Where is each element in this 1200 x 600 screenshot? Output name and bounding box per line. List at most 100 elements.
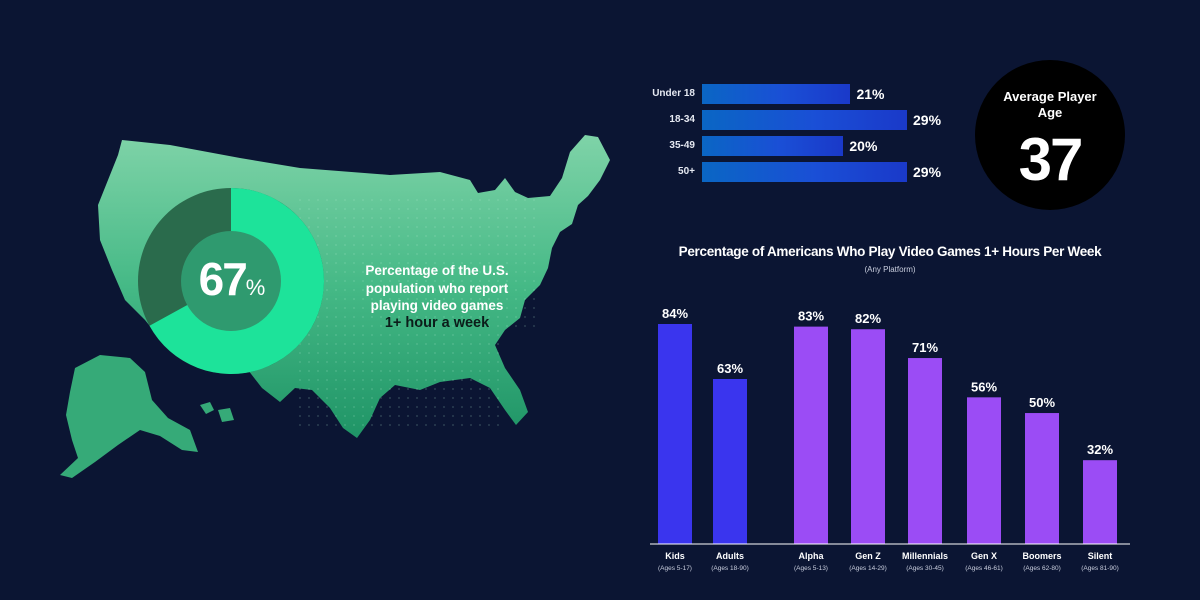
gen-category-sublabel: (Ages 5-13) <box>794 565 828 572</box>
map-dot <box>398 316 400 318</box>
map-dot <box>488 397 490 399</box>
map-dot <box>380 262 382 264</box>
map-dot <box>380 343 382 345</box>
map-dot <box>326 271 328 273</box>
map-dot <box>398 307 400 309</box>
map-dot <box>461 235 463 237</box>
map-dot <box>389 379 391 381</box>
map-dot <box>416 244 418 246</box>
map-dot <box>380 316 382 318</box>
map-dot <box>362 280 364 282</box>
map-dot <box>434 415 436 417</box>
map-dot <box>425 226 427 228</box>
map-dot <box>299 406 301 408</box>
map-dot <box>425 235 427 237</box>
map-dot <box>398 244 400 246</box>
map-dot <box>425 280 427 282</box>
map-dot <box>497 289 499 291</box>
map-dot <box>389 208 391 210</box>
map-dot <box>353 271 355 273</box>
map-dot <box>488 298 490 300</box>
map-dot <box>425 307 427 309</box>
gen-category-label: Adults <box>716 551 744 561</box>
map-dot <box>407 343 409 345</box>
map-dot <box>497 199 499 201</box>
map-dot <box>479 289 481 291</box>
map-dot <box>308 361 310 363</box>
map-dot <box>353 370 355 372</box>
map-dot <box>362 199 364 201</box>
map-dot <box>479 253 481 255</box>
map-dot <box>416 334 418 336</box>
map-dot <box>470 388 472 390</box>
map-dot <box>416 235 418 237</box>
map-dot <box>434 307 436 309</box>
map-dot <box>317 316 319 318</box>
map-dot <box>506 325 508 327</box>
map-dot <box>443 307 445 309</box>
map-dot <box>443 397 445 399</box>
map-dot <box>470 208 472 210</box>
map-dot <box>362 388 364 390</box>
map-dot <box>533 199 535 201</box>
map-dot <box>416 343 418 345</box>
map-dot <box>362 379 364 381</box>
map-dot <box>497 235 499 237</box>
map-dot <box>434 280 436 282</box>
map-dot <box>389 307 391 309</box>
map-dot <box>398 424 400 426</box>
map-dot <box>317 415 319 417</box>
map-dot <box>488 235 490 237</box>
map-dot <box>452 325 454 327</box>
map-dot <box>443 370 445 372</box>
map-dot <box>344 352 346 354</box>
stat-caption-highlight: 1+ hour a week <box>384 314 490 331</box>
map-dot <box>452 226 454 228</box>
map-dot <box>461 280 463 282</box>
map-dot <box>470 325 472 327</box>
map-dot <box>344 406 346 408</box>
stat-caption-line: Percentage of the U.S. <box>365 263 509 278</box>
map-dot <box>506 307 508 309</box>
map-dot <box>362 262 364 264</box>
stat-caption-line: population who report <box>365 280 509 296</box>
map-dot <box>326 415 328 417</box>
map-dot <box>389 217 391 219</box>
map-dot <box>524 262 526 264</box>
map-dot <box>434 226 436 228</box>
map-dot <box>398 415 400 417</box>
map-dot <box>452 217 454 219</box>
map-dot <box>461 271 463 273</box>
map-dot <box>362 298 364 300</box>
map-dot <box>452 379 454 381</box>
map-dot <box>425 271 427 273</box>
map-dot <box>533 325 535 327</box>
map-dot <box>452 424 454 426</box>
map-dot <box>452 343 454 345</box>
map-dot <box>380 217 382 219</box>
map-dot <box>371 208 373 210</box>
map-dot <box>461 406 463 408</box>
map-dot <box>371 379 373 381</box>
gen-bar <box>713 379 747 544</box>
map-dot <box>362 235 364 237</box>
map-dot <box>452 307 454 309</box>
map-dot <box>470 424 472 426</box>
map-dot <box>488 226 490 228</box>
map-dot <box>371 334 373 336</box>
map-dot <box>497 316 499 318</box>
map-dot <box>371 199 373 201</box>
map-hawaii <box>200 402 214 414</box>
map-dot <box>344 379 346 381</box>
map-dot <box>452 370 454 372</box>
map-dot <box>416 352 418 354</box>
map-dot <box>362 226 364 228</box>
gen-category-label: Millennials <box>902 551 948 561</box>
map-dot <box>452 298 454 300</box>
map-dot <box>380 244 382 246</box>
map-dot <box>389 316 391 318</box>
map-dot <box>515 289 517 291</box>
map-dot <box>434 316 436 318</box>
map-dot <box>479 235 481 237</box>
map-dot <box>398 379 400 381</box>
